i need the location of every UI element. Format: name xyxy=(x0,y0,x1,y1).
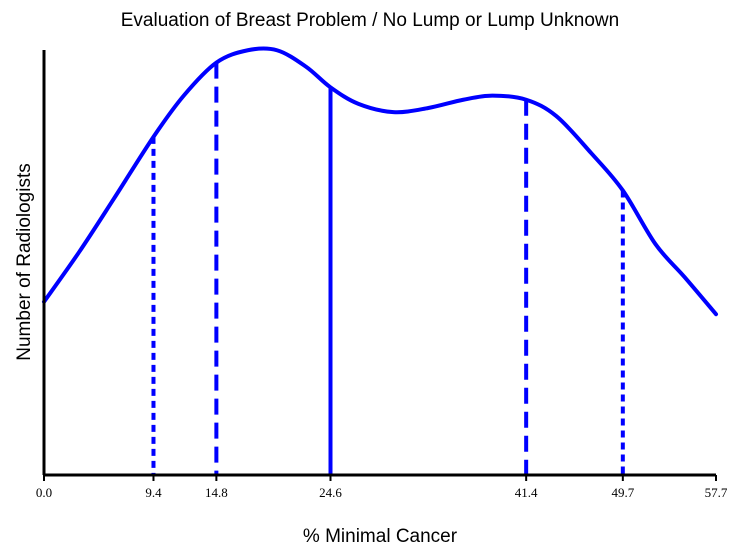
x-tick-label: 9.4 xyxy=(145,485,162,500)
x-axis-title: % Minimal Cancer xyxy=(303,526,458,547)
x-tick-label: 57.7 xyxy=(705,485,728,500)
plot-area xyxy=(42,46,718,475)
x-tick-label: 14.8 xyxy=(205,485,228,500)
x-tick-label: 24.6 xyxy=(319,485,342,500)
y-axis-title: Number of Radiologists xyxy=(14,163,35,360)
x-axis-ticks: 0.0 9.4 14.8 24.6 41.4 49.7 57.7 xyxy=(36,475,728,500)
density-curve xyxy=(42,46,718,317)
x-tick-label: 41.4 xyxy=(515,485,538,500)
reference-lines xyxy=(151,62,625,475)
x-tick-label: 49.7 xyxy=(611,485,634,500)
chart-title: Evaluation of Breast Problem / No Lump o… xyxy=(121,10,619,31)
x-tick-label: 0.0 xyxy=(36,485,52,500)
